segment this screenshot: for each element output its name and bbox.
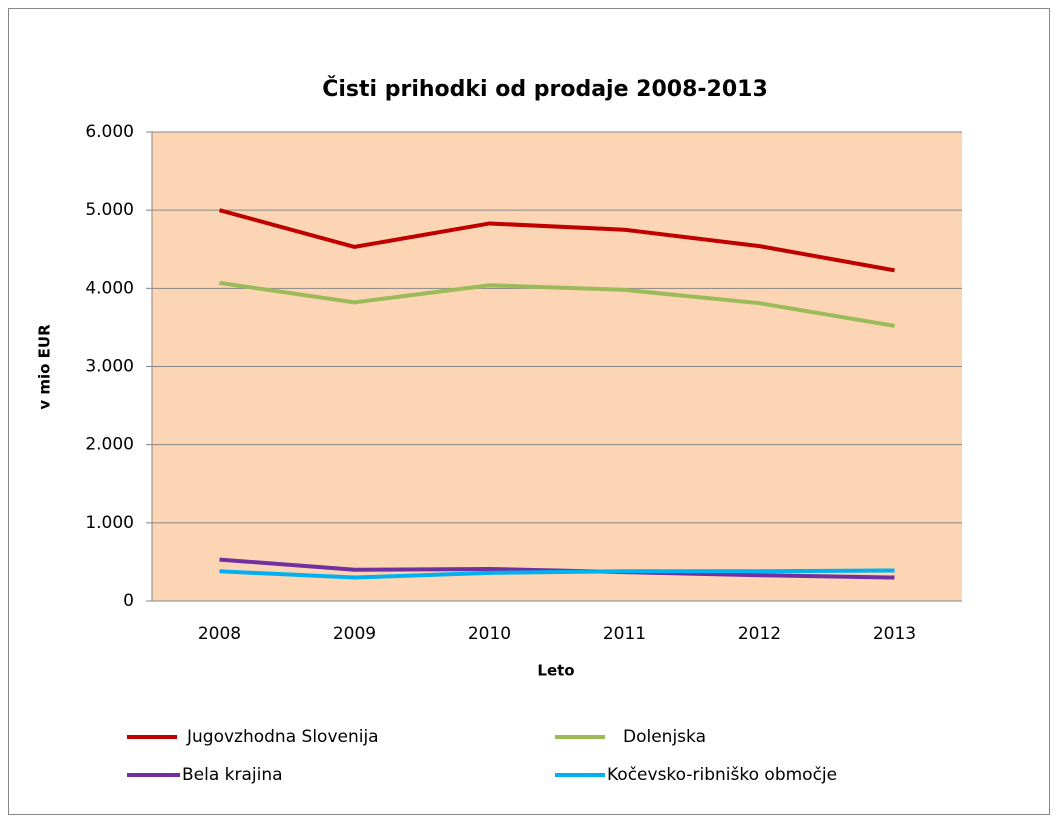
legend-label: Bela krajina [182, 765, 283, 785]
series-line [218, 208, 895, 273]
x-tick-label: 2011 [603, 624, 646, 644]
y-tick-label: 1.000 [85, 513, 134, 533]
x-axis-label: Leto [537, 662, 574, 680]
x-tick-label: 2010 [468, 624, 511, 644]
x-tick-label: 2012 [738, 624, 781, 644]
x-tick-label: 2009 [333, 624, 376, 644]
y-tick-label: 0 [123, 591, 134, 611]
x-tick-label: 2008 [198, 624, 241, 644]
y-tick-label: 6.000 [85, 122, 134, 142]
y-tick-label: 2.000 [85, 435, 134, 455]
legend-label: Jugovzhodna Slovenija [186, 727, 379, 747]
legend-label: Dolenjska [623, 727, 706, 747]
series-line [219, 280, 895, 328]
y-tick-label: 3.000 [85, 357, 134, 377]
y-tick-label: 4.000 [85, 278, 134, 298]
y-axis-label: v mio EUR [36, 324, 54, 410]
series-line [219, 568, 895, 580]
chart-title: Čisti prihodki od prodaje 2008-2013 [322, 76, 768, 102]
legend-label: Kočevsko-ribniško območje [607, 765, 837, 785]
y-tick-label: 5.000 [85, 200, 134, 220]
x-tick-label: 2013 [873, 624, 916, 644]
